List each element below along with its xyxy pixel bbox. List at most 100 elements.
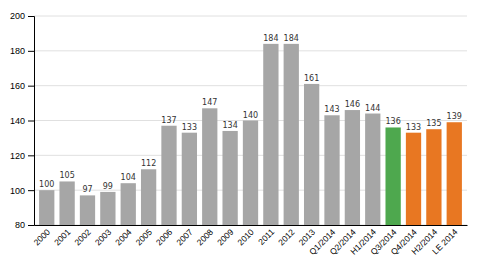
data-label: 100 bbox=[39, 180, 54, 189]
x-tick: 2012 bbox=[276, 227, 297, 248]
bar bbox=[304, 84, 319, 225]
x-tick: 2008 bbox=[195, 227, 216, 248]
bar bbox=[426, 129, 441, 225]
bar bbox=[80, 195, 95, 225]
x-tick-label: 2006 bbox=[154, 227, 175, 248]
grid-line bbox=[34, 85, 467, 86]
data-label: 134 bbox=[222, 121, 237, 130]
data-label: 146 bbox=[345, 100, 360, 109]
data-label: 97 bbox=[82, 185, 92, 194]
x-tick-label: 2010 bbox=[235, 227, 256, 248]
bar bbox=[121, 183, 136, 225]
x-tick-label: 2007 bbox=[174, 227, 195, 248]
data-label: 137 bbox=[161, 116, 176, 125]
x-tick-label: 2001 bbox=[52, 227, 73, 248]
bar bbox=[100, 192, 115, 225]
y-axis-line bbox=[28, 17, 35, 226]
y-tick: 100 bbox=[10, 186, 34, 196]
bar bbox=[39, 190, 54, 225]
plot: 80 100 120 140 160 180 200 20002001200220032004… bbox=[10, 11, 468, 271]
y-tick-mark bbox=[28, 16, 34, 17]
x-tick: 2007 bbox=[174, 227, 195, 248]
x-tick-label: 2004 bbox=[113, 227, 134, 248]
y-tick-mark bbox=[28, 155, 34, 156]
x-tick-label: 2008 bbox=[195, 227, 216, 248]
data-label: 140 bbox=[243, 111, 258, 120]
y-tick-label: 160 bbox=[10, 81, 25, 91]
data-label: 112 bbox=[141, 159, 156, 168]
x-tick: 2011 bbox=[256, 227, 276, 247]
y-tick-label: 80 bbox=[15, 220, 25, 230]
x-tick: 2004 bbox=[113, 227, 134, 248]
data-label: 147 bbox=[202, 98, 217, 107]
y-tick: 200 bbox=[10, 11, 34, 21]
data-label: 135 bbox=[426, 119, 441, 128]
x-tick: 2010 bbox=[235, 227, 256, 248]
bars bbox=[39, 44, 462, 225]
data-labels: 100 105 97 99 104 112 137 133 147 134 140 184 184 161… bbox=[39, 34, 462, 195]
data-label: 184 bbox=[284, 34, 299, 43]
bar bbox=[365, 114, 380, 225]
x-tick-label: 2011 bbox=[256, 227, 276, 247]
data-label: 184 bbox=[263, 34, 278, 43]
x-tick: 2001 bbox=[52, 227, 73, 248]
y-tick-label: 180 bbox=[10, 46, 25, 56]
y-tick-label: 200 bbox=[10, 11, 25, 21]
x-tick: 2005 bbox=[134, 227, 155, 248]
y-tick: 180 bbox=[10, 46, 34, 56]
x-axis: 2000200120022003200420052006200720082009… bbox=[32, 226, 468, 258]
bar bbox=[385, 127, 400, 225]
x-tick: 2006 bbox=[154, 227, 175, 248]
bar bbox=[243, 121, 258, 226]
bar bbox=[202, 108, 217, 225]
x-tick-label: 2003 bbox=[93, 227, 114, 248]
bar bbox=[141, 169, 156, 225]
bar bbox=[59, 181, 74, 225]
data-label: 133 bbox=[406, 123, 421, 132]
bar bbox=[263, 44, 278, 225]
y-tick: 80 bbox=[15, 220, 34, 230]
bar bbox=[222, 131, 237, 225]
y-tick-label: 120 bbox=[10, 151, 25, 161]
bar bbox=[284, 44, 299, 225]
data-label: 161 bbox=[304, 74, 319, 83]
x-tick: 2009 bbox=[215, 227, 236, 248]
x-tick: 2003 bbox=[93, 227, 114, 248]
y-axis: 80 100 120 140 160 180 200 bbox=[10, 11, 35, 230]
bar bbox=[345, 110, 360, 225]
y-tick-mark bbox=[28, 51, 34, 52]
chart: 80 100 120 140 160 180 200 20002001200220032004… bbox=[0, 0, 479, 271]
data-label: 136 bbox=[385, 117, 400, 126]
y-tick-label: 100 bbox=[10, 186, 25, 196]
data-label: 144 bbox=[365, 104, 380, 113]
y-tick: 160 bbox=[10, 81, 34, 91]
data-label: 104 bbox=[121, 173, 136, 182]
y-tick: 140 bbox=[10, 116, 34, 126]
y-tick-label: 140 bbox=[10, 116, 25, 126]
data-label: 99 bbox=[103, 182, 113, 191]
y-tick-mark bbox=[28, 121, 34, 122]
x-tick-label: 2009 bbox=[215, 227, 236, 248]
x-axis-line bbox=[35, 225, 468, 226]
y-tick-mark bbox=[28, 86, 34, 87]
bar bbox=[406, 133, 421, 225]
x-tick-label: 2012 bbox=[276, 227, 297, 248]
bar bbox=[161, 126, 176, 225]
grid-line bbox=[34, 16, 467, 17]
x-tick-label: LE 2014 bbox=[430, 227, 460, 257]
data-label: 105 bbox=[59, 171, 74, 180]
x-tick-label: 2005 bbox=[134, 227, 155, 248]
y-tick: 120 bbox=[10, 151, 34, 161]
x-tick: LE 2014 bbox=[430, 227, 460, 257]
bar bbox=[324, 115, 339, 225]
data-label: 143 bbox=[324, 105, 339, 114]
x-tick-label: 2000 bbox=[32, 227, 53, 248]
x-tick-label: 2002 bbox=[72, 227, 93, 248]
data-label: 133 bbox=[182, 123, 197, 132]
grid-line bbox=[34, 50, 467, 51]
y-tick-mark bbox=[28, 225, 34, 226]
x-tick: 2000 bbox=[32, 227, 53, 248]
bar bbox=[447, 122, 462, 225]
bar bbox=[182, 133, 197, 225]
y-tick-mark bbox=[28, 190, 34, 191]
